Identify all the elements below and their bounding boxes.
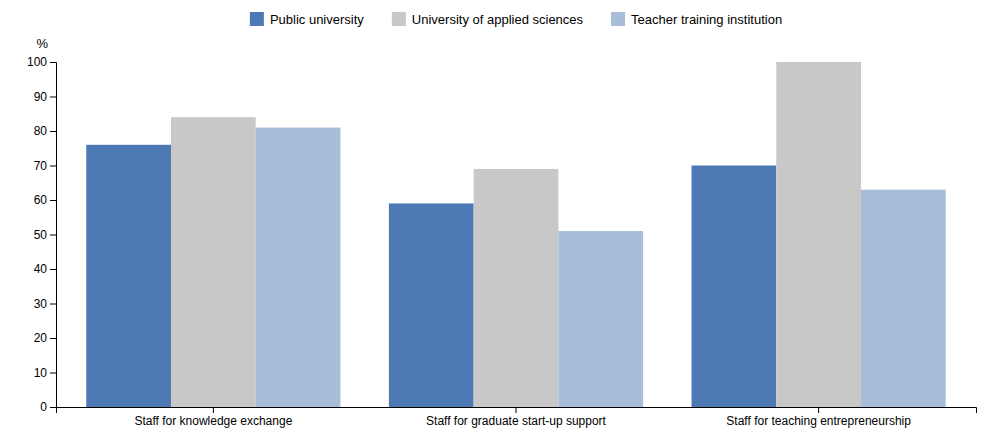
- x-tick-label: Staff for graduate start-up support: [426, 414, 607, 428]
- bar: [389, 203, 474, 407]
- x-tick: Staff for knowledge exchange: [134, 407, 292, 428]
- legend-item: University of applied sciences: [392, 12, 584, 27]
- y-tick-label: 40: [34, 262, 48, 276]
- y-tick-mark: [50, 62, 56, 63]
- bar: [558, 231, 643, 407]
- y-tick-label: 10: [34, 366, 48, 380]
- y-tick-label: 80: [34, 124, 48, 138]
- y-tick-mark: [50, 373, 56, 374]
- y-axis: 0 10 20 30 40 50 60 70 80 90 100: [27, 55, 57, 414]
- x-axis: Staff for knowledge exchange Staff for gr…: [57, 407, 977, 428]
- legend-swatch: [250, 12, 264, 26]
- y-tick-mark: [50, 131, 56, 132]
- x-tick-mark: [516, 407, 517, 413]
- y-tick-mark: [50, 97, 56, 98]
- legend-item: Public university: [250, 12, 364, 27]
- x-tick-label: Staff for knowledge exchange: [134, 414, 292, 428]
- bar: [474, 169, 559, 407]
- y-tick: 70: [34, 159, 56, 173]
- y-axis-title: %: [36, 36, 48, 51]
- x-tick: Staff for teaching entrepreneurship: [726, 407, 911, 428]
- y-tick-label: 90: [34, 90, 48, 104]
- y-tick-mark: [50, 200, 56, 201]
- series: [171, 62, 861, 407]
- legend-item: Teacher training institution: [611, 12, 782, 27]
- y-tick-mark: [50, 407, 56, 408]
- y-tick: 80: [34, 124, 56, 138]
- legend-label: Teacher training institution: [631, 12, 782, 27]
- y-tick-label: 0: [40, 400, 47, 414]
- y-tick: 10: [34, 366, 56, 380]
- legend-swatch: [392, 12, 406, 26]
- bar: [776, 62, 861, 407]
- y-tick: 90: [34, 90, 56, 104]
- y-tick-mark: [50, 304, 56, 305]
- y-tick: 20: [34, 331, 56, 345]
- chart: 0 10 20 30 40 50 60 70 80 90 100 Staff for knowledg…: [0, 0, 1000, 447]
- bar: [256, 128, 341, 407]
- y-tick: 0: [40, 400, 56, 414]
- y-tick-label: 70: [34, 159, 48, 173]
- y-tick-label: 60: [34, 193, 48, 207]
- legend-label: University of applied sciences: [412, 12, 584, 27]
- bar: [171, 117, 256, 407]
- y-tick-mark: [50, 166, 56, 167]
- series: [256, 128, 946, 407]
- legend-swatch: [611, 12, 625, 26]
- y-tick-label: 50: [34, 228, 48, 242]
- bars: [86, 62, 945, 407]
- x-axis-line: [57, 408, 977, 414]
- y-tick: 30: [34, 297, 56, 311]
- y-tick-label: 100: [27, 55, 47, 69]
- y-tick: 50: [34, 228, 56, 242]
- y-tick: 40: [34, 262, 56, 276]
- y-tick-mark: [50, 269, 56, 270]
- y-tick-label: 30: [34, 297, 48, 311]
- y-tick-mark: [50, 338, 56, 339]
- plot: 0 10 20 30 40 50 60 70 80 90 100 Staff for knowledg…: [27, 55, 977, 427]
- y-axis-line: [50, 63, 57, 408]
- legend-label: Public university: [270, 12, 364, 27]
- y-tick: 60: [34, 193, 56, 207]
- x-tick-label: Staff for teaching entrepreneurship: [726, 414, 911, 428]
- bar: [861, 190, 946, 407]
- legend: Public university University of applied s…: [250, 12, 782, 27]
- x-tick-mark: [213, 407, 214, 413]
- bar: [86, 145, 171, 407]
- y-tick-label: 20: [34, 331, 48, 345]
- y-tick: 100: [27, 55, 56, 69]
- y-tick-mark: [50, 235, 56, 236]
- x-tick: Staff for graduate start-up support: [426, 407, 607, 428]
- x-tick-mark: [818, 407, 819, 413]
- bar: [692, 166, 777, 408]
